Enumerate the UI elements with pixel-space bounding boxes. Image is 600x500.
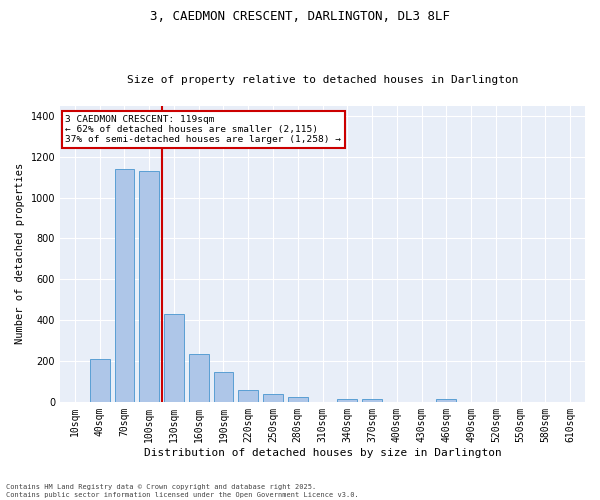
Bar	[115, 169, 134, 402]
Bar	[139, 171, 159, 402]
Title: Size of property relative to detached houses in Darlington: Size of property relative to detached ho…	[127, 76, 518, 86]
Text: 3 CAEDMON CRESCENT: 119sqm
← 62% of detached houses are smaller (2,115)
37% of s: 3 CAEDMON CRESCENT: 119sqm ← 62% of deta…	[65, 114, 341, 144]
Bar	[189, 354, 209, 402]
Bar	[214, 372, 233, 402]
Bar	[263, 394, 283, 402]
Bar	[362, 399, 382, 402]
Text: Contains HM Land Registry data © Crown copyright and database right 2025.
Contai: Contains HM Land Registry data © Crown c…	[6, 484, 359, 498]
Y-axis label: Number of detached properties: Number of detached properties	[15, 163, 25, 344]
X-axis label: Distribution of detached houses by size in Darlington: Distribution of detached houses by size …	[143, 448, 502, 458]
Bar	[288, 398, 308, 402]
Bar	[238, 390, 258, 402]
Bar	[164, 314, 184, 402]
Bar	[436, 399, 456, 402]
Bar	[337, 399, 357, 402]
Text: 3, CAEDMON CRESCENT, DARLINGTON, DL3 8LF: 3, CAEDMON CRESCENT, DARLINGTON, DL3 8LF	[150, 10, 450, 23]
Bar	[90, 359, 110, 402]
